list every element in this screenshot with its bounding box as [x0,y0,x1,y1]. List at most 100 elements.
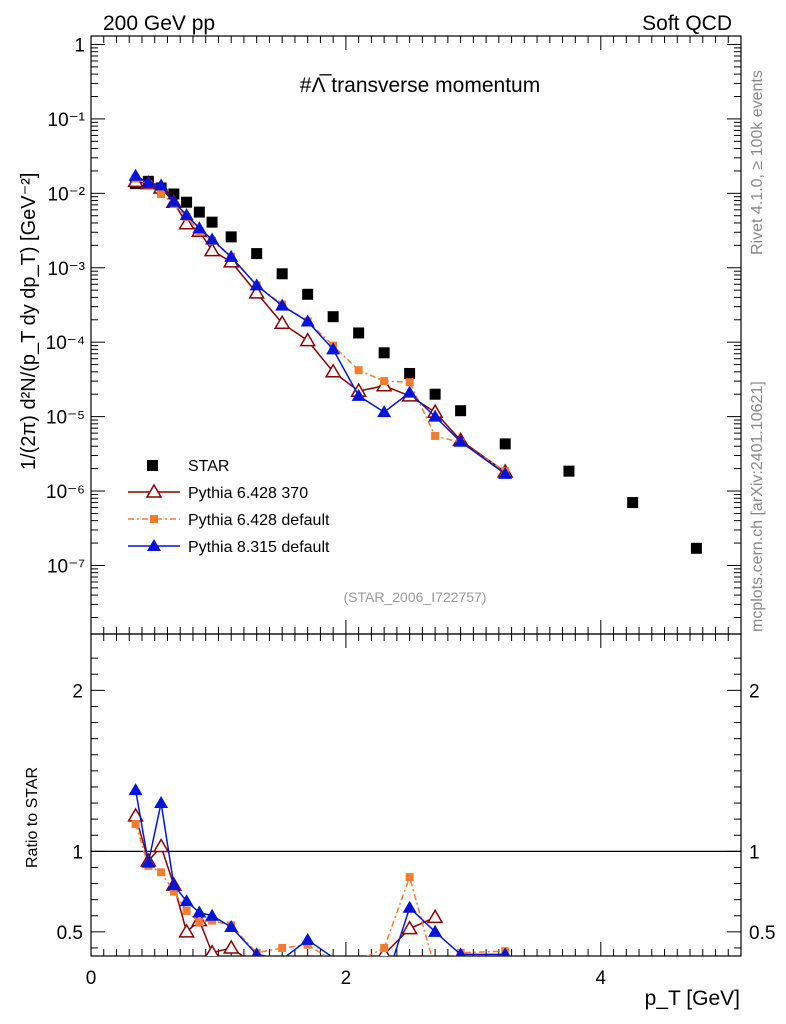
main-point-star [353,327,365,339]
main-point-pythia-6-428-default [405,378,414,387]
ratio-point-pythia-6-428-370 [426,908,444,924]
ratio-point-pythia-8-315-default [141,855,156,868]
main-point-pythia-8-315-default [351,388,366,401]
ratio-plot-area [127,783,511,956]
ratio-point-pythia-8-315-default [179,894,194,907]
main-y-tick-label: 10⁻¹ [48,110,86,131]
main-y-axis-label: 1/(2π) d²N/(p_T dy dp_T) [GeV⁻²] [18,173,40,470]
main-point-star [276,268,288,280]
main-point-pythia-8-315-default [498,466,513,479]
ratio-point-pythia-6-428-370 [152,838,170,853]
main-point-pythia-8-315-default [326,342,341,355]
ratio-point-pythia-6-428-370 [401,920,418,935]
main-point-pythia-8-315-default [192,221,207,234]
ratio-line-pythia-8-315-default [134,790,506,956]
x-tick-label: 2 [341,968,352,989]
ratio-y-tick-label: 0.5 [57,923,83,944]
mcplots-label: mcplots.cern.ch [arXiv:2401.10621] [749,381,766,632]
main-point-star [327,311,339,323]
ratio-y-tick-label-right: 1 [749,842,760,863]
legend-marker-pythia6-default [150,515,158,523]
main-point-pythia-6-428-370 [299,332,316,347]
watermark: (STAR_2006_I722757) [344,589,487,605]
ratio-point-pythia-6-428-default [278,943,287,952]
ratio-point-pythia-6-428-default [131,819,140,828]
ratio-point-pythia-8-315-default [251,947,262,956]
rivet-label: Rivet 4.1.0, ≥ 100k events [749,70,766,255]
main-point-pythia-6-428-370 [203,242,221,257]
ratio-point-pythia-8-315-default [128,783,143,796]
legend-marker-pythia8-default [147,539,161,551]
ratio-y-tick-label: 2 [72,681,83,702]
main-point-star [499,438,511,450]
main-point-star [193,206,205,218]
x-tick-label: 4 [596,968,607,989]
main-y-tick-label: 10⁻⁴ [46,333,85,354]
ratio-point-pythia-6-428-370 [222,939,240,954]
legend-marker-pythia6-370 [145,483,163,498]
ratio-line-pythia-6-428-default [134,823,506,956]
ratio-line-pythia-6-428-370 [134,815,436,956]
ratio-point-pythia-8-315-default [300,932,315,945]
main-point-pythia-6-428-default [157,189,166,198]
main-point-pythia-8-315-default [141,175,156,188]
main-point-star [404,367,416,379]
main-point-pythia-8-315-default [224,249,239,262]
main-point-star [627,497,639,509]
main-point-pythia-6-428-default [380,377,389,386]
main-point-pythia-8-315-default [154,178,169,191]
ratio-point-pythia-6-428-default [157,868,166,877]
ratio-y-tick-label-right: 2 [749,681,760,702]
ratio-point-pythia-6-428-370 [205,944,219,956]
main-title: #Λ̅ transverse momentum [300,74,540,97]
main-point-pythia-8-315-default [402,385,417,398]
ratio-y-tick-label-right: 0.5 [749,923,775,944]
main-point-star [378,347,390,359]
main-point-star [302,288,314,300]
main-point-pythia-8-315-default [453,434,468,447]
ratio-point-pythia-6-428-default [380,943,389,952]
ratio-point-pythia-8-315-default [166,878,181,891]
ratio-point-pythia-8-315-default [154,796,169,809]
legend-marker-star [147,460,158,471]
ratio-y-tick-label: 1 [72,842,83,863]
main-point-star [251,248,263,260]
ratio-point-pythia-6-428-default [169,887,178,896]
main-y-tick-label: 10⁻⁶ [46,482,85,503]
main-point-pythia-8-315-default [166,194,181,207]
ratio-point-pythia-8-315-default [455,947,466,956]
ratio-point-pythia-6-428-default [182,906,191,915]
main-y-tick-label: 10⁻⁵ [46,408,85,429]
main-point-pythia-8-315-default [205,232,220,245]
legend: STAR Pythia 6.428 370 Pythia 6.428 defau… [128,458,330,556]
legend-label-star: STAR [188,458,229,475]
x-axis-label: p_T [GeV] [645,987,740,1010]
main-point-star [429,388,441,400]
legend-label-pythia8-default: Pythia 8.315 default [188,539,330,556]
main-point-pythia-6-428-370 [273,314,291,329]
main-y-tick-label: 10⁻² [48,184,86,205]
header-right: Soft QCD [642,12,732,35]
main-point-pythia-8-315-default [300,314,315,327]
main-point-pythia-6-428-370 [324,363,342,378]
ratio-point-pythia-8-315-default [500,947,511,956]
main-point-pythia-6-428-370 [248,284,265,299]
main-y-tick-label: 10⁻⁷ [47,556,85,577]
main-point-star [225,231,237,243]
main-point-pythia-6-428-default [354,366,363,375]
ratio-y-axis-label: Ratio to STAR [24,767,41,868]
main-point-pythia-6-428-370 [178,215,195,230]
x-tick-label: 0 [86,968,97,989]
main-point-star [563,465,575,477]
main-plot-area [127,168,702,554]
main-point-star [455,405,467,417]
main-point-pythia-8-315-default [128,168,143,181]
ratio-point-pythia-6-428-default [195,918,204,927]
main-point-pythia-8-315-default [377,405,392,418]
main-point-star [206,216,218,228]
ratio-point-pythia-6-428-default [405,873,414,882]
main-point-pythia-8-315-default [275,298,290,311]
legend-label-pythia6-default: Pythia 6.428 default [188,512,330,529]
main-y-tick-label: 10⁻³ [48,259,86,280]
